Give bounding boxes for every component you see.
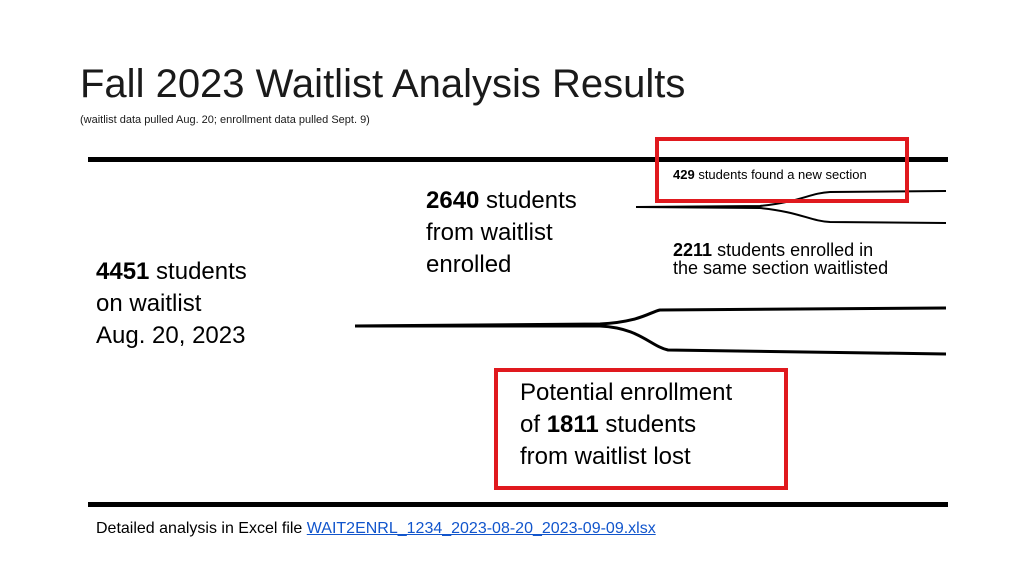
lost-line2-post: students	[598, 411, 697, 438]
node-lost: Potential enrollment of 1811 students fr…	[520, 377, 732, 473]
same-section-line1: students enrolled in	[712, 240, 874, 260]
flow-line-to-enrolled	[354, 306, 947, 328]
footer-note: Detailed analysis in Excel file WAIT2ENR…	[96, 520, 656, 538]
lost-line1: Potential enrollment	[520, 379, 733, 406]
node-new-section: 429 students found a new section	[673, 166, 867, 183]
top-divider	[88, 157, 948, 162]
new-section-label: students found a new section	[694, 167, 867, 182]
waitlist-count: 4451	[96, 258, 150, 285]
same-section-count: 2211	[673, 240, 713, 260]
waitlist-line2: on waitlist	[96, 290, 202, 317]
waitlist-line1: students	[149, 258, 247, 285]
flow-line-to-lost	[355, 324, 947, 356]
excel-file-link[interactable]: WAIT2ENRL_1234_2023-08-20_2023-09-09.xls…	[306, 520, 656, 537]
flow-line-to-new-section	[635, 190, 947, 208]
node-same-section: 2211 students enrolled in the same secti…	[673, 241, 888, 277]
lost-line3: from waitlist lost	[520, 443, 691, 470]
new-section-count: 429	[673, 167, 695, 182]
enrolled-count: 2640	[426, 187, 480, 214]
page-title: Fall 2023 Waitlist Analysis Results	[80, 62, 686, 106]
node-enrolled: 2640 students from waitlist enrolled	[426, 185, 577, 281]
footer-text: Detailed analysis in Excel file	[96, 520, 307, 537]
enrolled-line1: students	[479, 187, 577, 214]
node-waitlist: 4451 students on waitlist Aug. 20, 2023	[96, 256, 247, 352]
lost-count: 1811	[546, 411, 599, 438]
same-section-line2: the same section waitlisted	[673, 258, 889, 278]
lost-line2-pre: of	[520, 411, 547, 438]
enrolled-line2: from waitlist	[426, 219, 553, 246]
new-section-highlight-box	[655, 137, 909, 203]
flow-line-to-same-section	[635, 206, 947, 224]
bottom-divider	[88, 502, 948, 507]
enrolled-line3: enrolled	[426, 251, 512, 278]
waitlist-line3: Aug. 20, 2023	[96, 322, 246, 349]
page-subtitle: (waitlist data pulled Aug. 20; enrollmen…	[80, 114, 370, 126]
lost-highlight-box	[494, 368, 788, 490]
